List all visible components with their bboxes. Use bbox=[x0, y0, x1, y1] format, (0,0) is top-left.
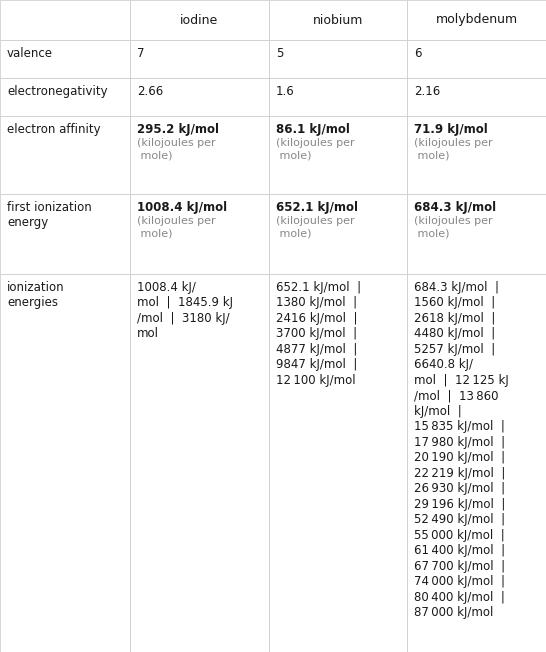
Text: molybdenum: molybdenum bbox=[436, 14, 518, 27]
Bar bbox=[130, 194, 269, 274]
Text: first ionization
energy: first ionization energy bbox=[7, 201, 92, 229]
Bar bbox=[130, 274, 269, 652]
Text: 1.6: 1.6 bbox=[276, 85, 294, 98]
Text: (kilojoules per
 mole): (kilojoules per mole) bbox=[414, 216, 493, 238]
Bar bbox=[407, 116, 546, 194]
Text: niobium: niobium bbox=[313, 14, 363, 27]
Bar bbox=[0, 78, 130, 116]
Text: valence: valence bbox=[7, 46, 53, 59]
Text: 71.9 kJ/mol: 71.9 kJ/mol bbox=[414, 123, 488, 136]
Bar bbox=[407, 0, 546, 40]
Bar bbox=[407, 194, 546, 274]
Text: (kilojoules per
 mole): (kilojoules per mole) bbox=[137, 216, 216, 238]
Bar bbox=[0, 116, 130, 194]
Text: electronegativity: electronegativity bbox=[7, 85, 108, 98]
Bar bbox=[269, 78, 407, 116]
Bar bbox=[130, 116, 269, 194]
Text: 652.1 kJ/mol  |
1380 kJ/mol  |
2416 kJ/mol  |
3700 kJ/mol  |
4877 kJ/mol  |
9847: 652.1 kJ/mol | 1380 kJ/mol | 2416 kJ/mol… bbox=[276, 280, 361, 387]
Text: (kilojoules per
 mole): (kilojoules per mole) bbox=[414, 138, 493, 160]
Text: 6: 6 bbox=[414, 46, 422, 59]
Text: ionization
energies: ionization energies bbox=[7, 280, 65, 309]
Bar bbox=[407, 274, 546, 652]
Bar bbox=[130, 40, 269, 78]
Bar bbox=[0, 194, 130, 274]
Text: 295.2 kJ/mol: 295.2 kJ/mol bbox=[137, 123, 219, 136]
Text: electron affinity: electron affinity bbox=[7, 123, 100, 136]
Bar bbox=[407, 78, 546, 116]
Text: 2.66: 2.66 bbox=[137, 85, 163, 98]
Bar bbox=[269, 0, 407, 40]
Text: 652.1 kJ/mol: 652.1 kJ/mol bbox=[276, 201, 358, 213]
Text: 86.1 kJ/mol: 86.1 kJ/mol bbox=[276, 123, 349, 136]
Text: (kilojoules per
 mole): (kilojoules per mole) bbox=[137, 138, 216, 160]
Bar bbox=[407, 40, 546, 78]
Bar bbox=[130, 0, 269, 40]
Text: 1008.4 kJ/
mol  |  1845.9 kJ
/mol  |  3180 kJ/
mol: 1008.4 kJ/ mol | 1845.9 kJ /mol | 3180 k… bbox=[137, 280, 233, 340]
Text: 7: 7 bbox=[137, 46, 145, 59]
Text: (kilojoules per
 mole): (kilojoules per mole) bbox=[276, 138, 354, 160]
Bar bbox=[0, 40, 130, 78]
Text: iodine: iodine bbox=[180, 14, 218, 27]
Bar bbox=[0, 274, 130, 652]
Bar bbox=[269, 194, 407, 274]
Text: 684.3 kJ/mol  |
1560 kJ/mol  |
2618 kJ/mol  |
4480 kJ/mol  |
5257 kJ/mol  |
6640: 684.3 kJ/mol | 1560 kJ/mol | 2618 kJ/mol… bbox=[414, 280, 509, 619]
Bar bbox=[269, 40, 407, 78]
Text: 684.3 kJ/mol: 684.3 kJ/mol bbox=[414, 201, 496, 213]
Bar bbox=[269, 274, 407, 652]
Bar bbox=[0, 0, 130, 40]
Bar bbox=[269, 116, 407, 194]
Text: 2.16: 2.16 bbox=[414, 85, 441, 98]
Text: (kilojoules per
 mole): (kilojoules per mole) bbox=[276, 216, 354, 238]
Text: 1008.4 kJ/mol: 1008.4 kJ/mol bbox=[137, 201, 227, 213]
Text: 5: 5 bbox=[276, 46, 283, 59]
Bar bbox=[130, 78, 269, 116]
